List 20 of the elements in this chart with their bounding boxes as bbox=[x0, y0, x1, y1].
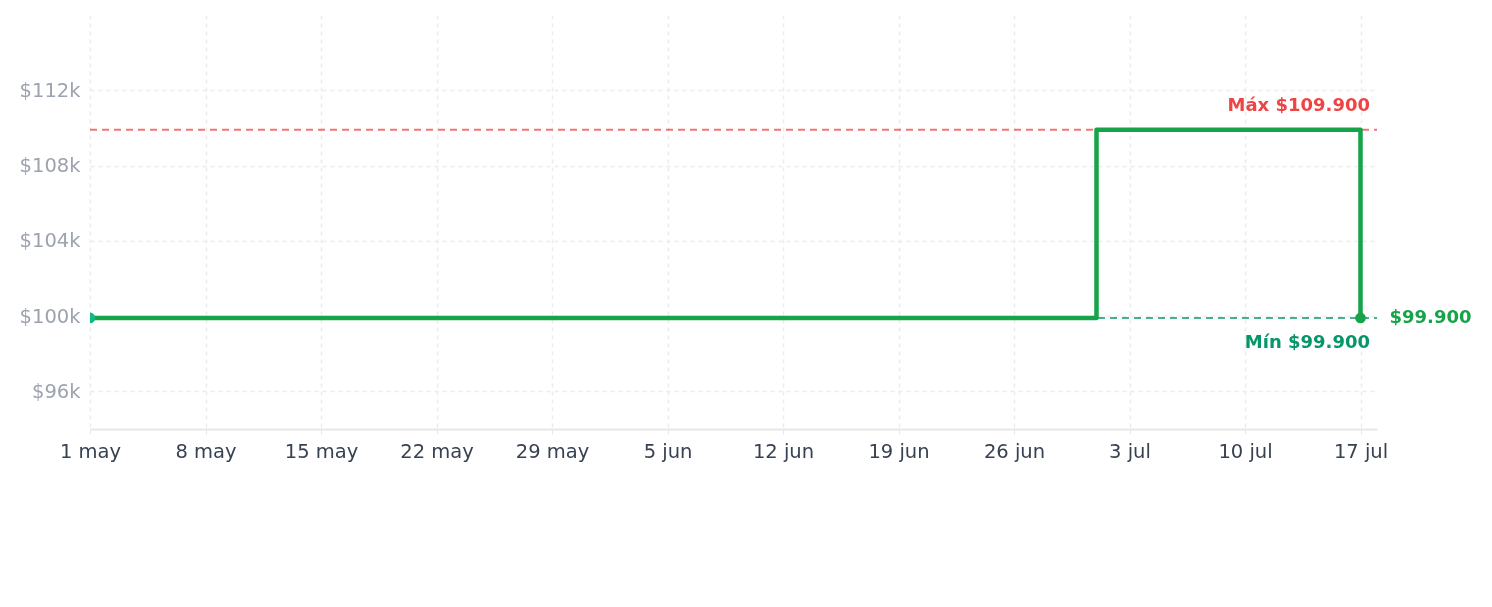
x-tick-label: 15 may bbox=[284, 439, 359, 463]
y-tick-label: $104k bbox=[19, 229, 82, 253]
y-tick-label: $112k bbox=[19, 78, 82, 102]
y-tick-label: $108k bbox=[19, 154, 82, 178]
x-tick-label: 10 jul bbox=[1218, 439, 1273, 463]
x-tick-label: 12 jun bbox=[752, 439, 815, 463]
y-tick-label: $96k bbox=[31, 379, 82, 403]
x-tick-label: 22 may bbox=[400, 439, 474, 463]
ref-line-label: Máx $109.900 bbox=[1227, 93, 1370, 115]
annotation: $99.900 bbox=[1389, 305, 1472, 327]
x-tick-label: 26 jun bbox=[983, 439, 1046, 463]
x-tick-label: 8 may bbox=[175, 439, 237, 463]
y-tick-label: $100k bbox=[19, 304, 82, 328]
x-tick-label: 29 may bbox=[515, 439, 590, 463]
x-tick-label: 1 may bbox=[59, 439, 122, 463]
x-tick-label: 3 jul bbox=[1109, 439, 1151, 463]
ref-line-label: Mín $99.900 bbox=[1244, 330, 1370, 352]
x-tick-label: 17 jul bbox=[1333, 439, 1389, 463]
x-tick-label: 5 jun bbox=[643, 439, 693, 463]
x-tick-label: 19 jun bbox=[868, 439, 930, 463]
